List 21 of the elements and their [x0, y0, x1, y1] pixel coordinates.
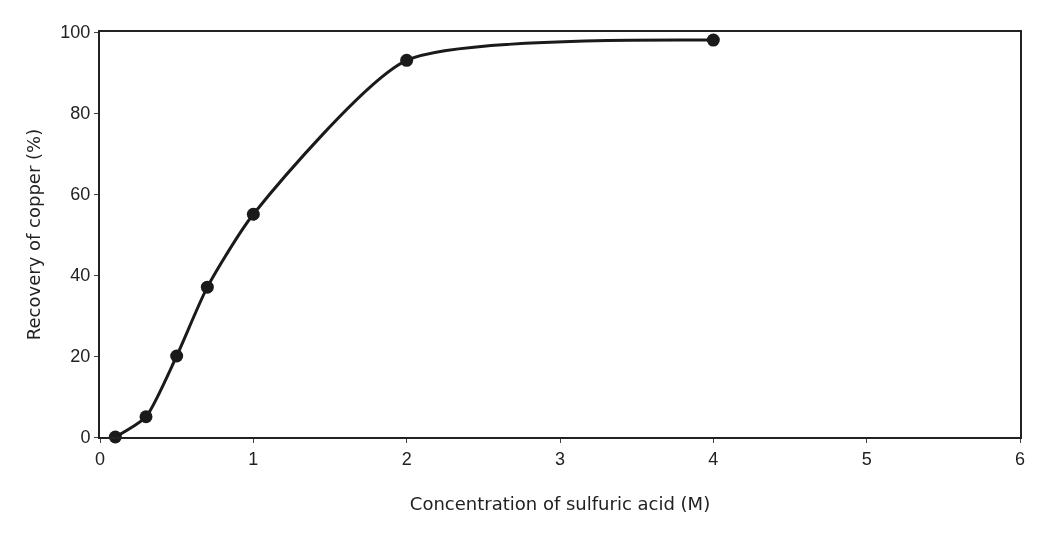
y-tick-label: 0: [80, 427, 91, 448]
x-tick-label: 0: [94, 448, 106, 469]
y-axis-title: Recovery of copper (%): [23, 128, 45, 341]
point: [246, 207, 260, 221]
point: [139, 410, 153, 424]
x-tick-label: 6: [1014, 448, 1026, 469]
x-tick-label: 5: [861, 448, 872, 469]
point: [170, 349, 184, 363]
x-axis-title: Concentration of sulfuric acid (M): [409, 493, 711, 515]
y-tick-label: 40: [70, 265, 91, 286]
y-tick-label: 100: [60, 22, 91, 43]
y-tick-label: 20: [70, 346, 91, 367]
x-tick-label: 4: [708, 448, 719, 469]
y-tick-label: 80: [70, 103, 91, 124]
point: [400, 53, 414, 67]
point: [706, 33, 720, 47]
point: [200, 280, 214, 294]
x-tick-label: 2: [401, 448, 412, 469]
y-tick-label: 60: [70, 184, 91, 205]
x-tick-label: 3: [554, 448, 566, 469]
x-tick-label: 1: [248, 448, 259, 469]
